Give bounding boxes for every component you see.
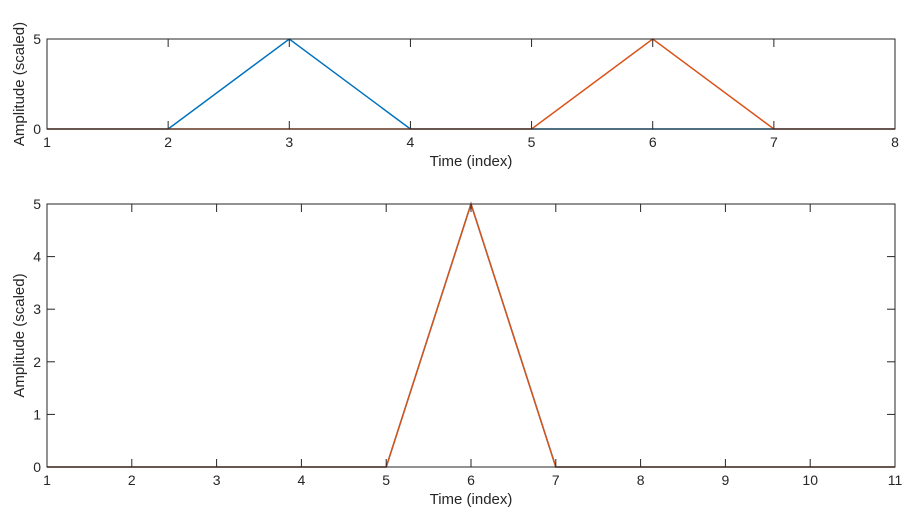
top-plot-y-tick-label: 0 [33,121,41,137]
top-plot-x-tick-label: 5 [528,134,536,150]
top-plot-y-tick-label: 5 [33,31,41,47]
bottom-plot-x-tick-label: 3 [213,472,221,488]
bottom-plot-x-tick-label: 11 [888,472,903,488]
top-plot-series-1-line [47,38,895,130]
bottom-plot-x-tick-label: 7 [552,472,560,488]
bottom-plot-series-2-line [47,201,895,468]
top-plot-x-tick-label: 6 [649,134,657,150]
top-plot-marks [47,38,895,130]
top-plot-series-2-line [47,38,895,130]
bottom-plot-x-tick-label: 4 [298,472,306,488]
bottom-plot-x-tick-label: 6 [467,472,475,488]
top-plot-x-tick-label: 2 [164,134,172,150]
bottom-plot-y-tick-label: 3 [33,301,41,317]
top-plot-x-tick-label: 1 [43,134,51,150]
bottom-plot-x-tick-label: 10 [802,472,818,488]
top-plot-x-tick-label: 4 [407,134,415,150]
bottom-plot-y-tick-label: 2 [33,354,41,370]
bottom-plot-x-tick-label: 2 [128,472,136,488]
bottom-plot-x-tick-label: 8 [637,472,645,488]
bottom-plot-series-1-line [47,201,895,468]
bottom-plot-marks [47,201,895,468]
top-plot-y-axis-title: Amplitude (scaled) [11,22,28,146]
bottom-plot-frame [46,203,896,468]
bottom-plot-y-axis-title: Amplitude (scaled) [11,273,28,397]
bottom-plot-x-tick-label: 1 [43,472,51,488]
top-plot-ticks: 1 2 3 4 5 6 7 8 0 5 [33,31,899,150]
top-plot-frame [46,38,896,130]
top-plot-x-axis-title: Time (index) [430,153,513,170]
bottom-plot-y-tick-label: 4 [33,249,41,265]
top-plot-x-tick-label: 3 [285,134,293,150]
bottom-plot-x-tick-label: 5 [382,472,390,488]
top-plot-x-tick-label: 7 [770,134,778,150]
bottom-plot-y-tick-label: 1 [33,406,41,422]
bottom-plot-x-axis-title: Time (index) [430,491,513,508]
top-plot-x-tick-label: 8 [891,134,899,150]
bottom-plot-x-tick-label: 9 [722,472,730,488]
bottom-plot-y-tick-label: 5 [33,196,41,212]
bottom-plot-y-tick-label: 0 [33,459,41,475]
top-plot: 1 2 3 4 5 6 7 8 0 5 Time (index) Amplitude (scale… [11,22,899,170]
